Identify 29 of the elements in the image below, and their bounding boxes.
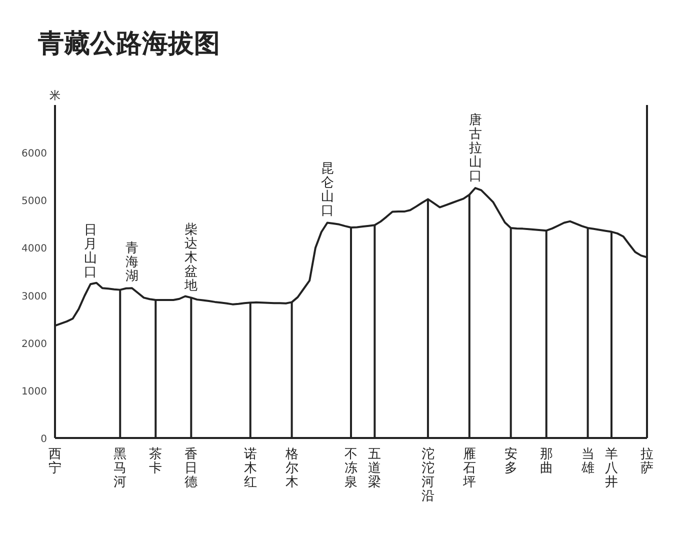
data-label: 日月山口 [84,223,98,280]
data-label: 昆仑山口 [320,162,334,219]
x-tick-label: 安多 [504,446,518,476]
x-tick-label: 沱沱河沿 [421,447,434,504]
x-tick-label: 五道梁 [368,447,382,490]
x-tick-label: 那曲 [540,447,553,476]
data-label: 青海湖 [125,241,138,284]
y-tick-label: 2000 [22,338,47,350]
chart-title: 青藏公路海拔图 [37,29,220,59]
y-tick-label: 0 [40,434,47,445]
y-tick-label: 3000 [22,291,47,302]
x-tick-label: 格尔木 [284,447,298,490]
data-label: 柴达木盆地 [184,222,198,294]
x-tick-label: 雁石坪 [462,447,476,490]
x-tick-label: 茶卡 [149,447,162,476]
y-axis-title: 米 [50,89,60,102]
x-tick-label: 不冻泉 [344,447,358,490]
y-tick-label: 4000 [22,244,47,255]
x-tick-label: 黑马河 [114,447,127,490]
y-tick-label: 5000 [22,196,47,208]
x-tick-label: 拉萨 [640,447,654,476]
data-label: 唐古拉山口 [468,113,482,184]
x-tick-label: 西宁 [48,447,62,476]
x-tick-label: 当雄 [580,447,594,476]
y-tick-label: 1000 [22,386,47,398]
x-tick-label: 羊八井 [604,447,618,490]
y-tick-label: 6000 [22,148,47,160]
x-tick-label: 香日德 [184,447,198,490]
x-tick-label: 诺木红 [244,447,257,490]
